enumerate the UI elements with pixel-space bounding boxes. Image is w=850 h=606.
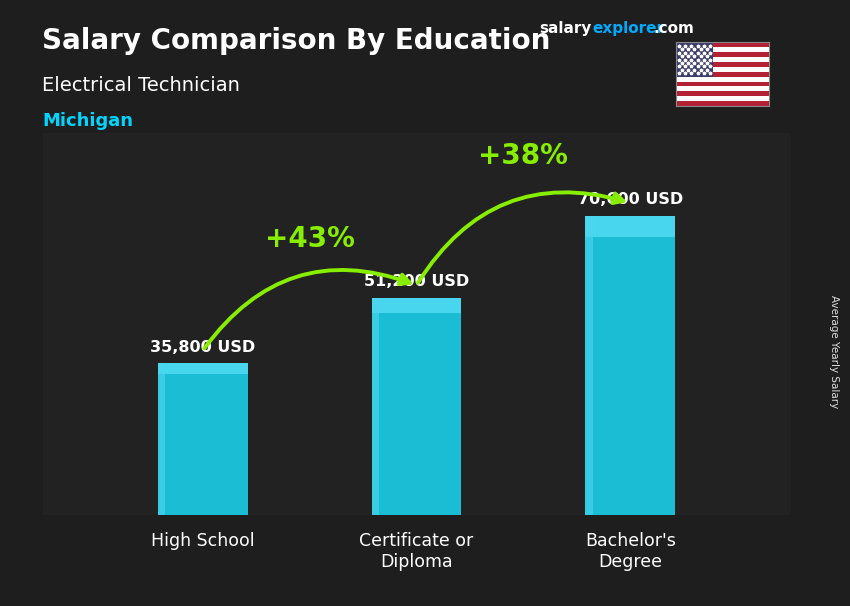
- Bar: [676, 62, 769, 67]
- Bar: [371, 298, 462, 313]
- Bar: [158, 363, 247, 374]
- Bar: [586, 216, 592, 515]
- Bar: [676, 77, 769, 82]
- Bar: [676, 42, 769, 47]
- Text: Michigan: Michigan: [42, 112, 133, 130]
- Bar: [158, 363, 165, 515]
- Bar: [676, 72, 769, 77]
- Bar: [676, 57, 769, 62]
- Bar: [371, 298, 462, 515]
- Bar: [676, 82, 769, 87]
- Bar: [676, 87, 769, 92]
- Bar: [676, 52, 769, 57]
- Text: 35,800 USD: 35,800 USD: [150, 340, 255, 355]
- Text: explorer: explorer: [592, 21, 665, 36]
- Bar: [676, 96, 769, 101]
- Bar: [676, 92, 769, 96]
- Text: Average Yearly Salary: Average Yearly Salary: [829, 295, 839, 408]
- Text: 51,200 USD: 51,200 USD: [364, 275, 469, 290]
- Text: .com: .com: [654, 21, 694, 36]
- Text: salary: salary: [540, 21, 592, 36]
- Bar: [371, 298, 379, 515]
- Text: +43%: +43%: [264, 224, 354, 253]
- Bar: [158, 363, 247, 515]
- Text: +38%: +38%: [479, 142, 569, 170]
- Text: 70,600 USD: 70,600 USD: [578, 192, 683, 207]
- Bar: [586, 216, 675, 236]
- Bar: [586, 216, 675, 515]
- Bar: [676, 67, 769, 72]
- Bar: [676, 101, 769, 106]
- Bar: [676, 47, 769, 52]
- Bar: [676, 42, 713, 77]
- Text: Salary Comparison By Education: Salary Comparison By Education: [42, 27, 551, 55]
- Text: Electrical Technician: Electrical Technician: [42, 76, 241, 95]
